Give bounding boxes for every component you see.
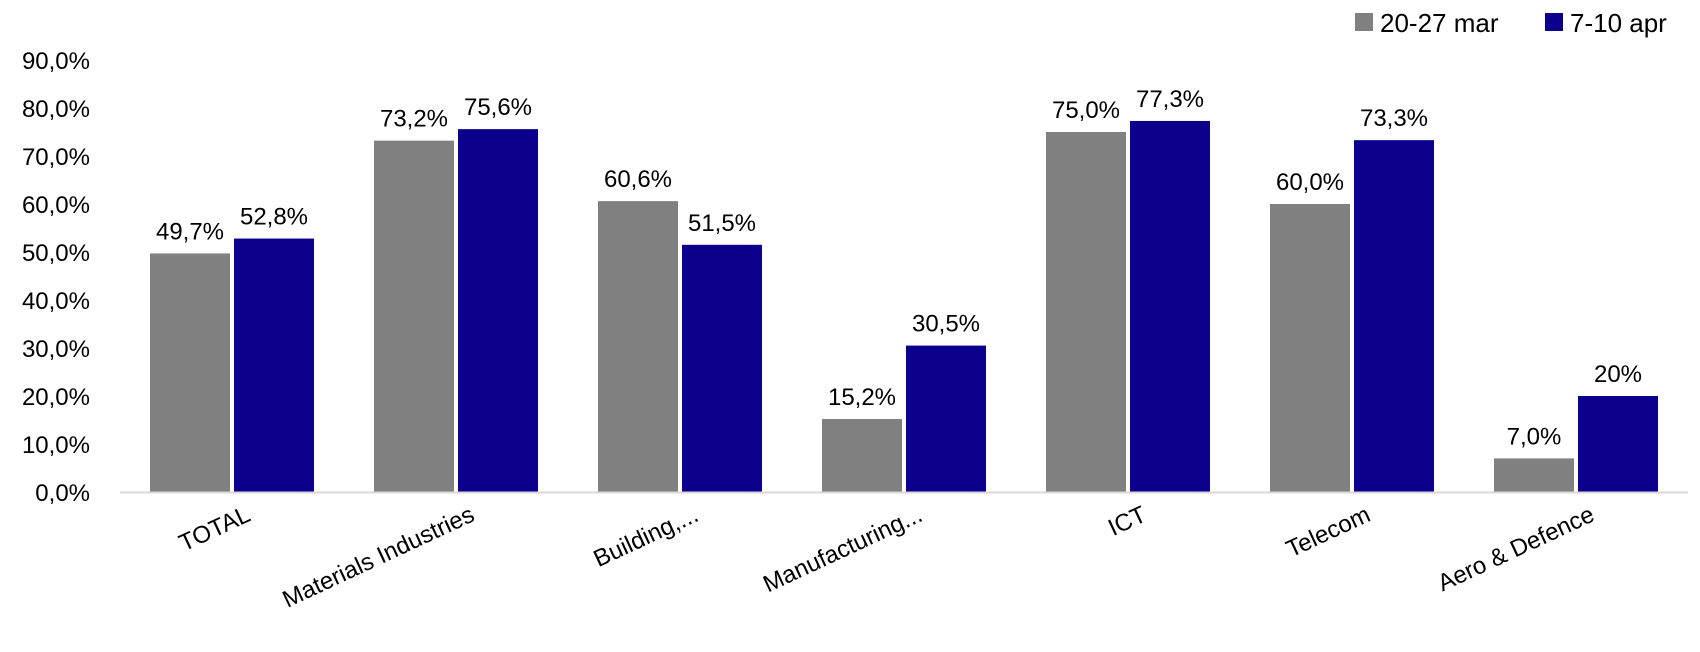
y-tick-label: 40,0% (22, 288, 90, 315)
bar-20-27-mar-aero-defence (1494, 458, 1574, 492)
y-tick-label: 30,0% (22, 336, 90, 363)
x-axis: TOTAL Materials Industries Building,... Man… (175, 501, 1599, 614)
category-label-materials-industries: Materials Industries (279, 501, 479, 613)
legend-label-7-10-apr: 7-10 apr (1570, 8, 1667, 38)
y-tick-label: 10,0% (22, 432, 90, 459)
data-label-7-10-apr-total: 52,8% (240, 204, 308, 231)
data-label-20-27-mar-aero-defence: 7,0% (1507, 423, 1562, 450)
bar-20-27-mar-total (150, 253, 230, 492)
data-label-20-27-mar-telecom: 60,0% (1276, 169, 1344, 196)
data-label-7-10-apr-ict: 77,3% (1136, 86, 1204, 113)
y-tick-label: 0,0% (35, 480, 90, 507)
bar-20-27-mar-telecom (1270, 204, 1350, 492)
bar-20-27-mar-materials-industries (374, 140, 454, 492)
data-label-7-10-apr-building: 51,5% (688, 210, 756, 237)
data-label-20-27-mar-manufacturing: 15,2% (828, 384, 896, 411)
data-labels: 49,7% 52,8% 73,2% 75,6% 60,6% 51,5% 15,2% 30,5%… (156, 86, 1642, 450)
category-label-ict: ICT (1104, 501, 1151, 542)
category-label-total: TOTAL (175, 501, 255, 557)
data-label-20-27-mar-ict: 75,0% (1052, 97, 1120, 124)
bar-7-10-apr-total (234, 238, 314, 492)
y-tick-label: 60,0% (22, 192, 90, 219)
bar-7-10-apr-building (682, 244, 762, 492)
data-label-20-27-mar-total: 49,7% (156, 218, 224, 245)
bar-20-27-mar-building (598, 201, 678, 492)
bar-7-10-apr-ict (1130, 120, 1210, 493)
category-label-telecom: Telecom (1282, 501, 1374, 563)
y-tick-label: 90,0% (22, 48, 90, 75)
bars (150, 120, 1658, 493)
bar-7-10-apr-aero-defence (1578, 396, 1658, 492)
legend-swatch-20-27-mar (1355, 13, 1373, 31)
bar-7-10-apr-materials-industries (458, 129, 538, 492)
bar-7-10-apr-manufacturing (906, 345, 986, 492)
category-label-building: Building,... (590, 501, 703, 573)
category-label-aero-defence: Aero & Defence (1434, 501, 1599, 597)
bar-7-10-apr-telecom (1354, 140, 1434, 492)
data-label-7-10-apr-manufacturing: 30,5% (912, 311, 980, 338)
y-tick-label: 80,0% (22, 96, 90, 123)
y-tick-label: 20,0% (22, 384, 90, 411)
legend-swatch-7-10-apr (1545, 13, 1563, 31)
category-label-manufacturing: Manufacturing... (759, 501, 926, 598)
data-label-20-27-mar-materials-industries: 73,2% (380, 106, 448, 133)
y-axis: 0,0% 10,0% 20,0% 30,0% 40,0% 50,0% 60,0% 70,0% 8… (22, 48, 90, 507)
legend: 20-27 mar 7-10 apr (1355, 8, 1667, 38)
y-tick-label: 50,0% (22, 240, 90, 267)
data-label-7-10-apr-telecom: 73,3% (1360, 105, 1428, 132)
bar-20-27-mar-ict (1046, 132, 1126, 492)
data-label-7-10-apr-materials-industries: 75,6% (464, 94, 532, 121)
bar-20-27-mar-manufacturing (822, 419, 902, 492)
data-label-20-27-mar-building: 60,6% (604, 166, 672, 193)
data-label-7-10-apr-aero-defence: 20% (1594, 361, 1642, 388)
legend-label-20-27-mar: 20-27 mar (1380, 8, 1499, 38)
y-tick-label: 70,0% (22, 144, 90, 171)
